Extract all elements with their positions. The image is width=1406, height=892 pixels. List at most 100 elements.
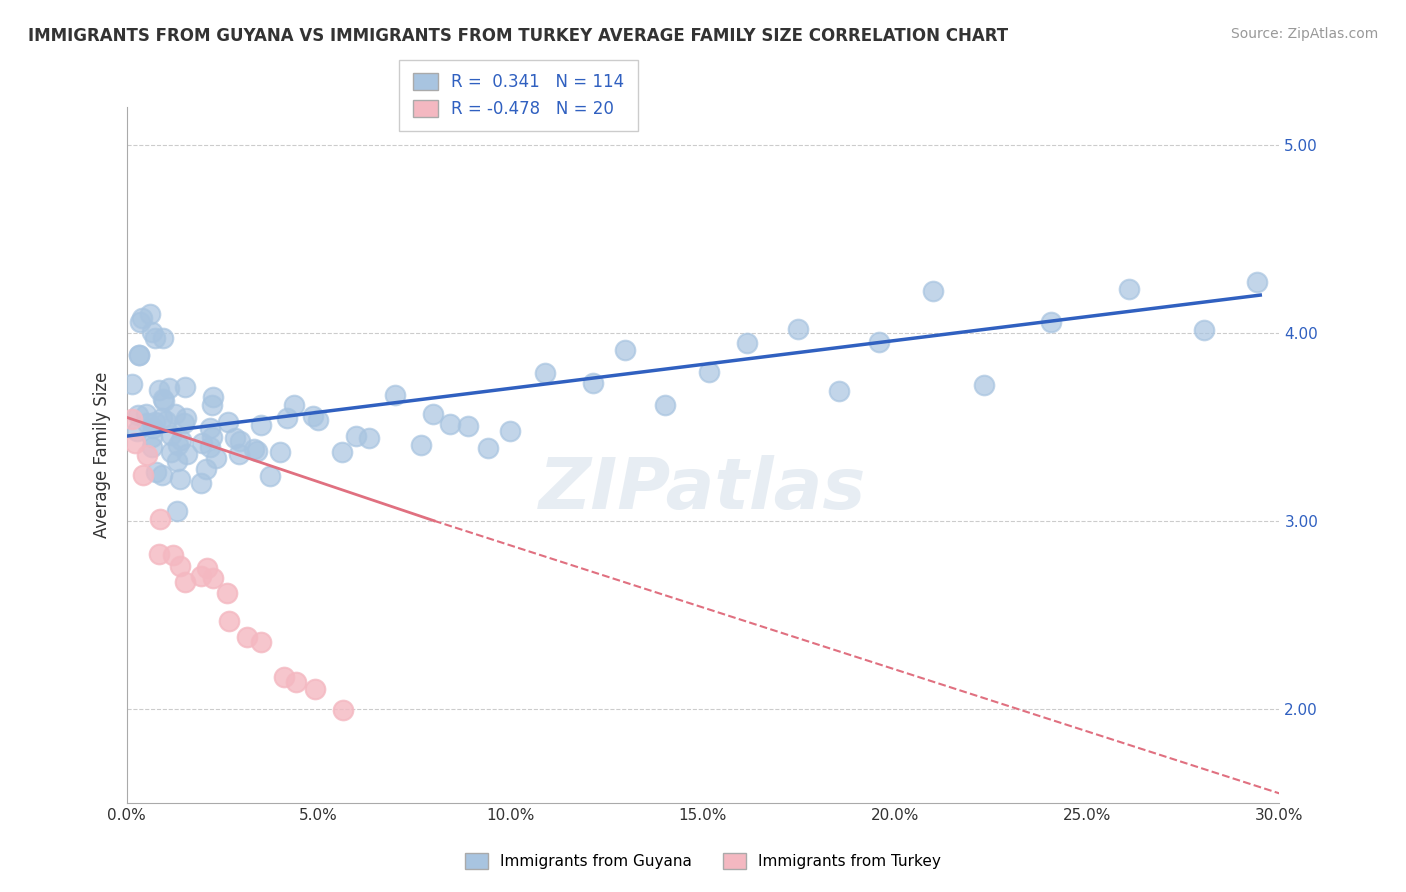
Point (128, 315, 150, 329)
Point (921, 284, 943, 298)
Point (143, 415, 166, 429)
Point (141, 325, 163, 339)
Point (191, 435, 214, 450)
Point (174, 575, 197, 590)
Point (169, 434, 191, 448)
Point (121, 376, 143, 391)
Point (142, 421, 165, 435)
Point (283, 398, 305, 412)
Point (218, 614, 240, 628)
Point (224, 432, 246, 446)
Point (332, 702, 354, 716)
Point (128, 348, 150, 362)
Point (200, 421, 222, 435)
Text: ZIPatlas: ZIPatlas (540, 455, 866, 524)
Point (152, 331, 174, 345)
Point (190, 476, 212, 491)
Text: IMMIGRANTS FROM GUYANA VS IMMIGRANTS FROM TURKEY AVERAGE FAMILY SIZE CORRELATION: IMMIGRANTS FROM GUYANA VS IMMIGRANTS FRO… (28, 27, 1008, 45)
Point (201, 571, 224, 585)
Point (246, 444, 269, 458)
Point (141, 440, 163, 454)
Point (285, 674, 308, 689)
Point (160, 427, 183, 442)
Point (195, 462, 218, 476)
Legend: R =  0.341   N = 114, R = -0.478   N = 20: R = 0.341 N = 114, R = -0.478 N = 20 (399, 60, 637, 131)
Point (176, 447, 198, 461)
Point (127, 408, 149, 422)
Point (236, 631, 259, 645)
Point (697, 365, 720, 379)
Point (155, 414, 177, 428)
Point (149, 512, 172, 526)
Point (125, 424, 148, 438)
Y-axis label: Average Family Size: Average Family Size (93, 372, 111, 538)
Point (148, 383, 170, 397)
Point (973, 378, 995, 392)
Point (735, 336, 758, 351)
Point (307, 413, 329, 427)
Point (411, 438, 433, 452)
Point (128, 348, 150, 362)
Point (163, 407, 186, 421)
Point (195, 561, 218, 575)
Point (166, 504, 188, 518)
Point (157, 381, 180, 395)
Point (201, 430, 224, 444)
Point (138, 307, 160, 321)
Point (357, 431, 380, 445)
Point (614, 343, 637, 358)
Point (136, 416, 159, 430)
Point (533, 367, 555, 381)
Point (131, 310, 153, 325)
Point (173, 416, 195, 430)
Point (166, 454, 188, 468)
Point (1118, 282, 1140, 296)
Text: Source: ZipAtlas.com: Source: ZipAtlas.com (1230, 27, 1378, 41)
Point (169, 472, 191, 486)
Point (828, 384, 851, 399)
Point (654, 399, 676, 413)
Point (204, 450, 226, 465)
Point (582, 376, 605, 391)
Point (249, 635, 271, 649)
Point (1192, 323, 1215, 337)
Point (304, 682, 326, 697)
Point (145, 465, 167, 479)
Point (202, 390, 225, 404)
Point (141, 430, 163, 444)
Point (166, 438, 188, 452)
Point (121, 412, 143, 426)
Point (145, 331, 167, 345)
Point (135, 407, 157, 421)
Point (124, 436, 146, 450)
Point (422, 407, 444, 421)
Point (273, 670, 295, 684)
Point (152, 392, 174, 407)
Point (174, 410, 197, 425)
Point (302, 409, 325, 423)
Point (190, 568, 212, 582)
Point (150, 410, 173, 425)
Point (259, 468, 281, 483)
Point (150, 467, 173, 482)
Point (787, 322, 810, 336)
Point (344, 429, 367, 443)
Legend: Immigrants from Guyana, Immigrants from Turkey: Immigrants from Guyana, Immigrants from … (460, 847, 946, 875)
Point (332, 445, 354, 459)
Point (174, 380, 197, 394)
Point (269, 445, 291, 459)
Point (499, 424, 522, 438)
Point (1246, 275, 1268, 289)
Point (868, 335, 890, 350)
Point (162, 549, 184, 563)
Point (228, 447, 250, 461)
Point (243, 442, 266, 457)
Point (148, 547, 170, 561)
Point (1040, 315, 1063, 329)
Point (135, 448, 157, 462)
Point (250, 417, 273, 432)
Point (384, 388, 406, 402)
Point (217, 415, 239, 429)
Point (477, 442, 499, 456)
Point (439, 417, 461, 431)
